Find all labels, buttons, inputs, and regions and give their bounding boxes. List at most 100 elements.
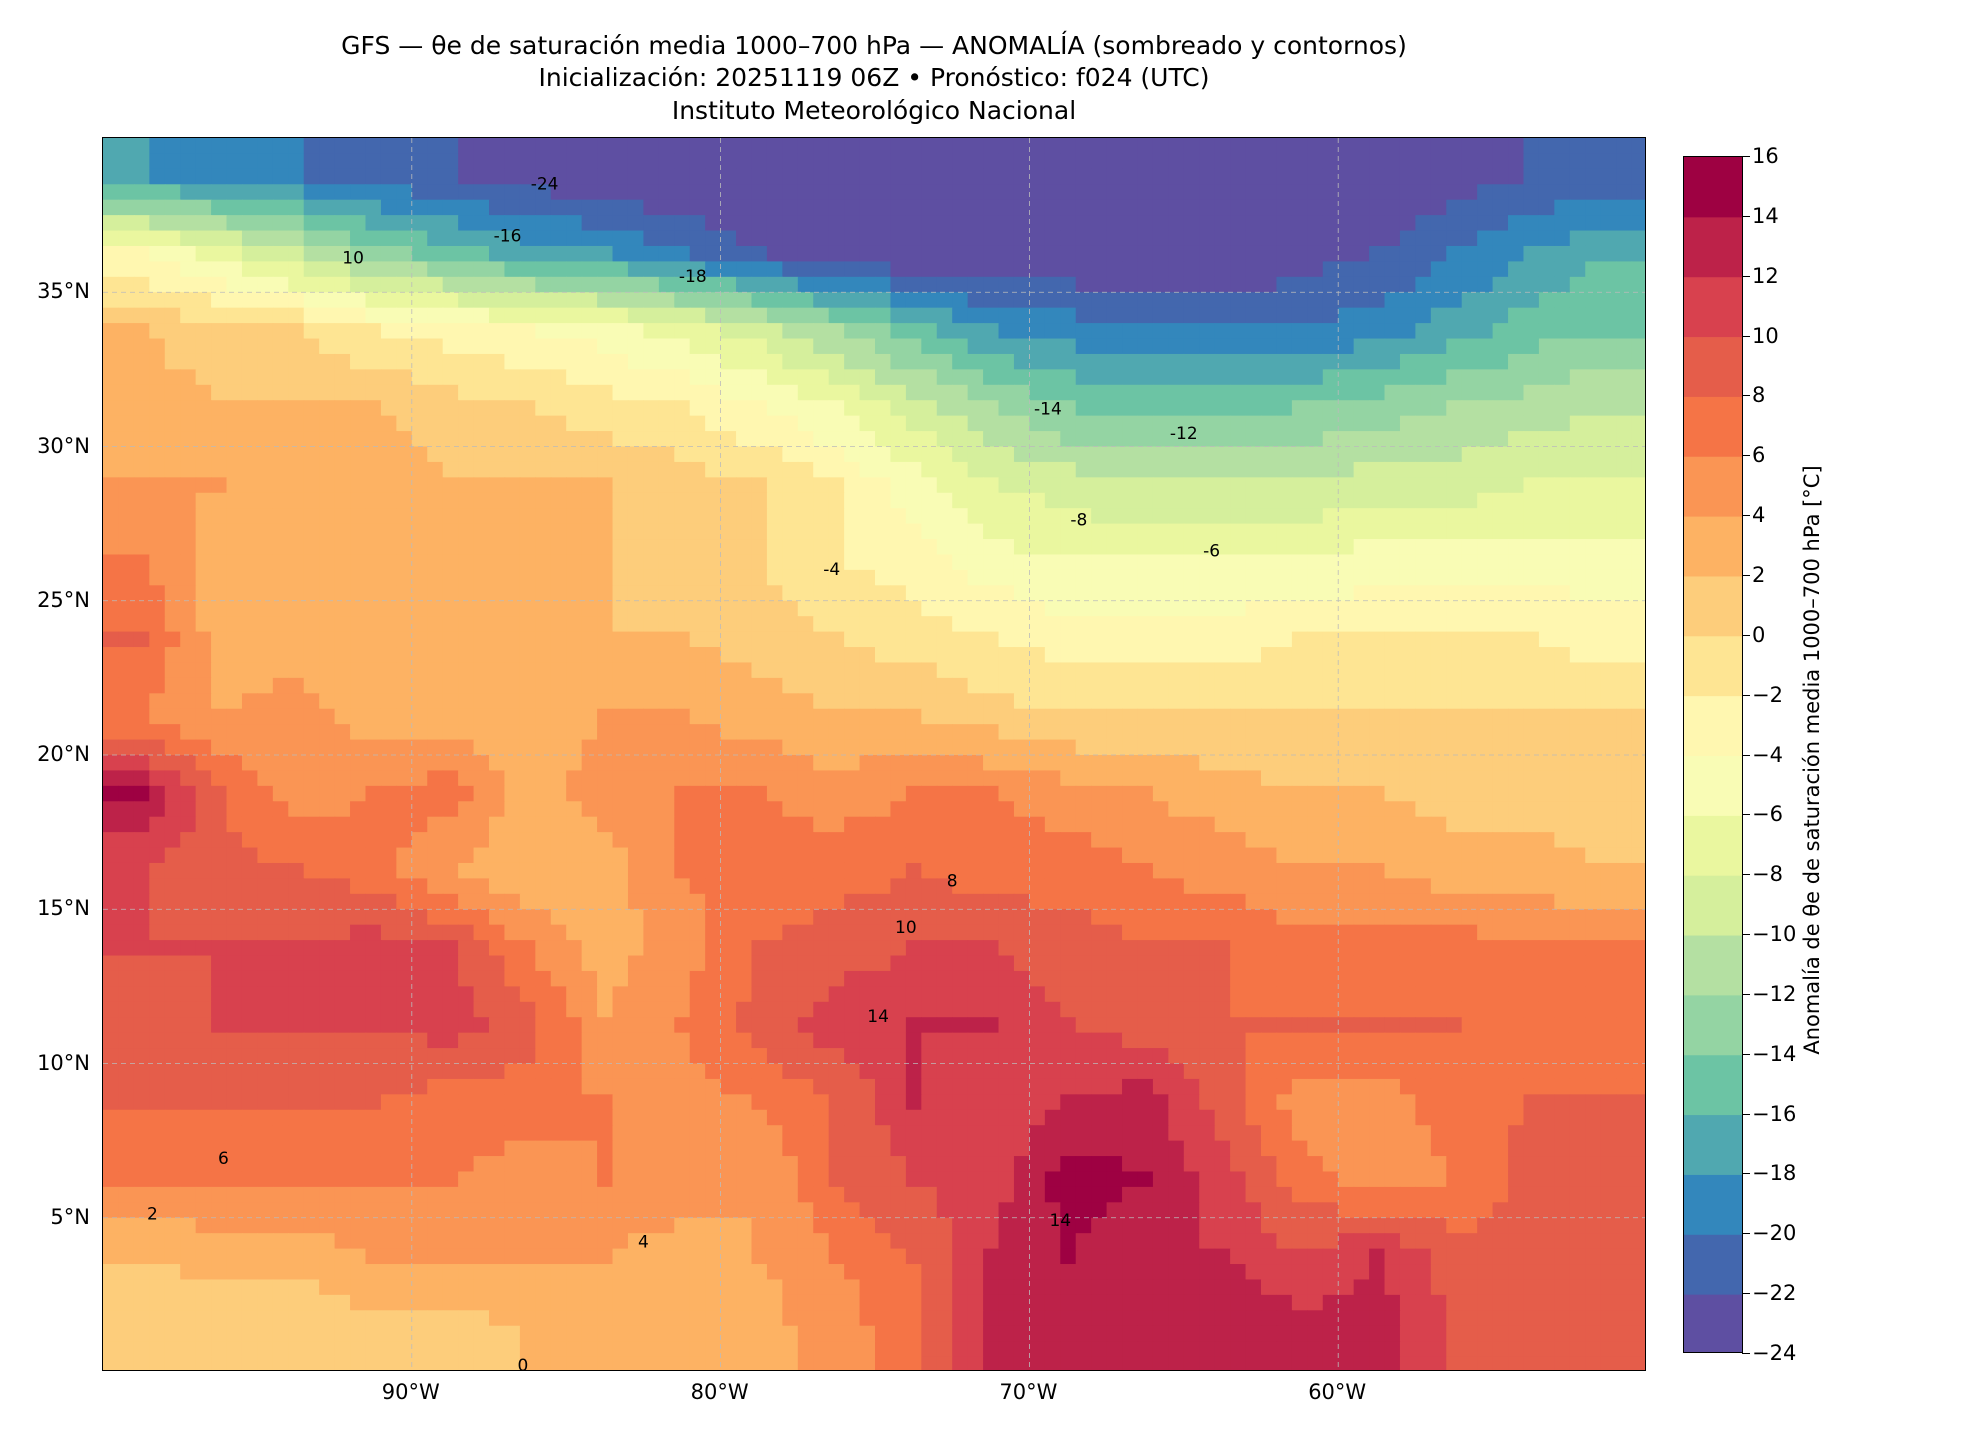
field-cell <box>226 184 243 201</box>
field-cell <box>288 384 305 401</box>
field-cell <box>319 739 336 756</box>
field-cell <box>504 816 521 833</box>
field-cell <box>1523 138 1540 155</box>
field-cell <box>1446 461 1463 478</box>
field-cell <box>998 569 1015 586</box>
field-cell <box>967 816 984 833</box>
field-cell <box>689 662 706 679</box>
field-cell <box>1554 138 1571 155</box>
field-cell <box>983 893 1000 910</box>
field-cell <box>627 878 644 895</box>
field-cell <box>1585 724 1602 741</box>
field-cell <box>1384 862 1401 879</box>
field-cell <box>211 847 228 864</box>
field-cell <box>1091 662 1108 679</box>
field-cell <box>1122 461 1139 478</box>
field-cell <box>1353 893 1370 910</box>
field-cell <box>1399 292 1416 309</box>
field-cell <box>782 816 799 833</box>
field-cell <box>1415 477 1432 494</box>
field-cell <box>195 276 212 293</box>
field-cell <box>1183 631 1200 648</box>
field-cell <box>164 785 181 802</box>
field-cell <box>1554 184 1571 201</box>
field-cell <box>1276 153 1293 170</box>
field-cell <box>1384 724 1401 741</box>
field-cell <box>535 353 552 370</box>
field-cell <box>396 307 413 324</box>
field-cell <box>365 785 382 802</box>
field-cell <box>103 199 120 216</box>
field-cell <box>1322 708 1339 725</box>
field-cell <box>952 415 969 432</box>
field-cell <box>411 755 428 772</box>
field-cell <box>550 477 567 494</box>
field-cell <box>1446 554 1463 571</box>
field-cell <box>334 755 351 772</box>
field-cell <box>1029 677 1046 694</box>
field-cell <box>1600 878 1617 895</box>
field-cell <box>720 693 737 710</box>
field-cell <box>1230 662 1247 679</box>
field-cell <box>458 832 475 849</box>
field-cell <box>1538 307 1555 324</box>
field-cell <box>1554 647 1571 664</box>
field-cell <box>257 801 274 818</box>
field-cell <box>1353 539 1370 556</box>
field-cell <box>1399 276 1416 293</box>
field-cell <box>952 569 969 586</box>
field-cell <box>1600 724 1617 741</box>
field-cell <box>1369 138 1386 155</box>
field-cell <box>1446 477 1463 494</box>
field-cell <box>736 307 753 324</box>
field-cell <box>797 893 814 910</box>
field-cell <box>983 585 1000 602</box>
field-cell <box>1600 323 1617 340</box>
field-cell <box>1446 523 1463 540</box>
field-cell <box>1276 755 1293 772</box>
field-cell <box>952 276 969 293</box>
field-cell <box>859 245 876 262</box>
field-cell <box>1523 446 1540 463</box>
field-cell <box>875 785 892 802</box>
field-cell <box>133 662 150 679</box>
field-cell <box>1044 461 1061 478</box>
field-cell <box>1091 631 1108 648</box>
field-cell <box>334 523 351 540</box>
field-cell <box>257 708 274 725</box>
field-cell <box>1399 153 1416 170</box>
field-cell <box>875 708 892 725</box>
field-cell <box>442 801 459 818</box>
field-cell <box>226 292 243 309</box>
field-cell <box>350 384 367 401</box>
field-cell <box>844 323 861 340</box>
field-cell <box>1137 631 1154 648</box>
field-cell <box>103 292 120 309</box>
field-cell <box>1461 184 1478 201</box>
field-cell <box>1013 446 1030 463</box>
field-cell <box>365 770 382 787</box>
field-cell <box>1183 307 1200 324</box>
field-cell <box>766 832 783 849</box>
field-cell <box>442 585 459 602</box>
field-cell <box>504 446 521 463</box>
field-cell <box>983 400 1000 417</box>
field-cell <box>1307 338 1324 355</box>
field-cell <box>164 755 181 772</box>
field-cell <box>1415 569 1432 586</box>
field-cell <box>627 168 644 185</box>
field-cell <box>597 693 614 710</box>
field-cell <box>195 832 212 849</box>
field-cell <box>1399 508 1416 525</box>
field-cell <box>442 554 459 571</box>
field-cell <box>1554 693 1571 710</box>
field-cell <box>550 569 567 586</box>
field-cell <box>1369 184 1386 201</box>
field-cell <box>705 708 722 725</box>
field-cell <box>1399 261 1416 278</box>
field-cell <box>473 631 490 648</box>
field-cell <box>288 539 305 556</box>
field-cell <box>1029 431 1046 448</box>
field-cell <box>643 647 660 664</box>
field-cell <box>473 184 490 201</box>
